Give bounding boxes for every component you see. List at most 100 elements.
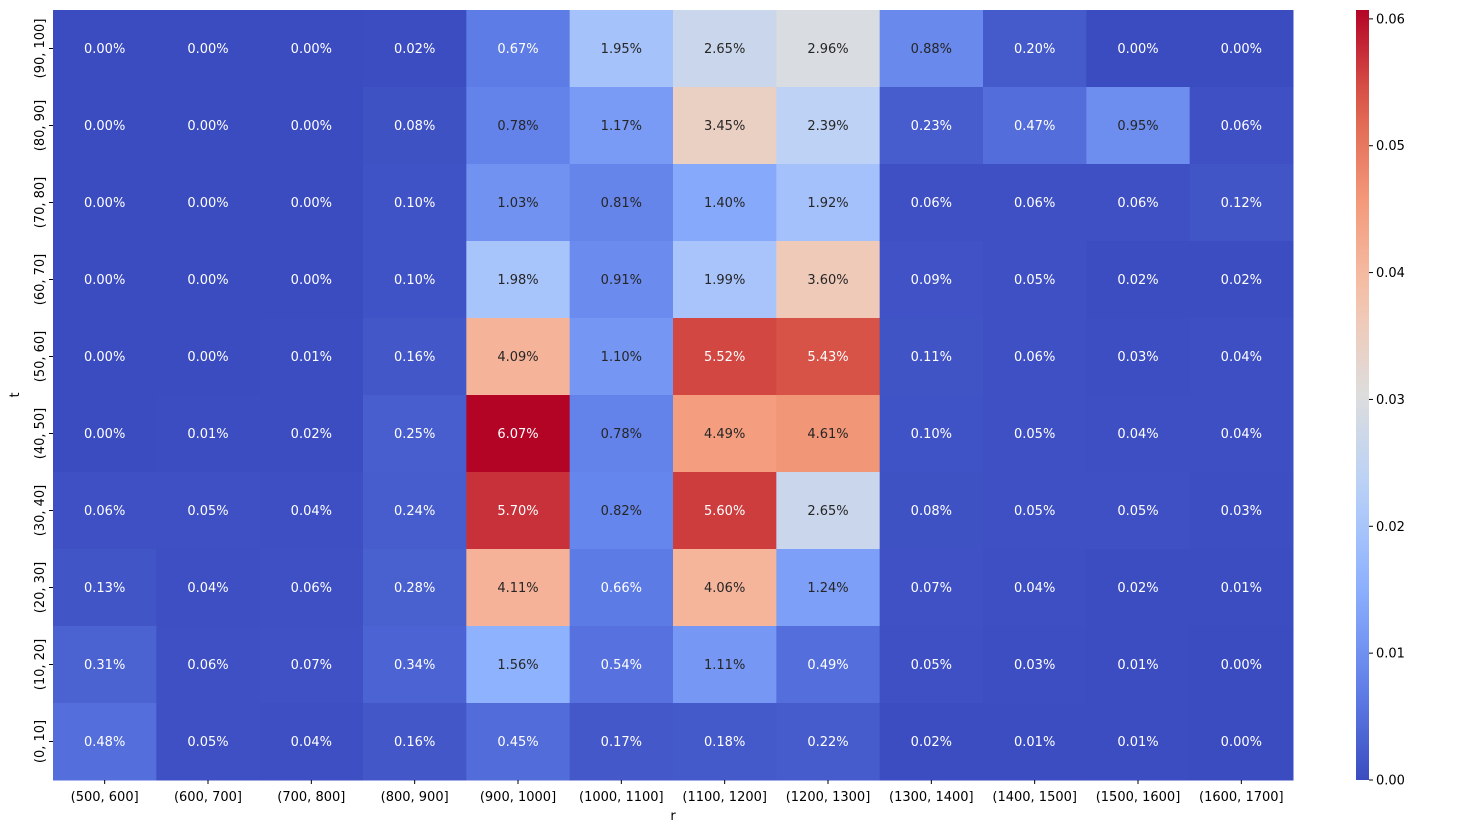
heatmap-cell [363, 703, 467, 781]
heatmap-cell [879, 549, 984, 627]
colorbar-tick-label: 0.00 [1376, 774, 1405, 789]
cell-value-label: 0.22% [807, 735, 848, 750]
x-tick-label: (1200, 1300] [786, 790, 871, 805]
cell-value-label: 0.11% [911, 350, 952, 365]
heatmap-cell [1189, 549, 1294, 627]
cell-value-label: 0.49% [807, 658, 848, 673]
heatmap-cell [259, 241, 364, 319]
cell-value-label: 0.05% [1117, 504, 1158, 519]
heatmap-cell [363, 164, 467, 242]
heatmap-cell [1086, 703, 1191, 781]
heatmap-cell [1189, 164, 1294, 242]
cell-value-label: 0.06% [1014, 350, 1055, 365]
heatmap-cell [569, 395, 674, 473]
cell-value-label: 0.00% [1221, 658, 1262, 673]
heatmap-cell [466, 164, 571, 242]
cell-value-label: 0.02% [911, 735, 952, 750]
cell-value-label: 4.09% [497, 350, 538, 365]
heatmap-cell [156, 87, 261, 165]
heatmap-cell [259, 395, 364, 473]
heatmap-cell [983, 87, 1087, 165]
heatmap-cell [569, 549, 674, 627]
cell-value-label: 0.03% [1117, 350, 1158, 365]
cell-value-label: 0.00% [291, 119, 332, 134]
heatmap-cell [1086, 10, 1191, 88]
heatmap-cell [1189, 10, 1294, 88]
heatmap-cell [776, 318, 881, 396]
cell-value-label: 1.98% [497, 273, 538, 288]
cell-value-label: 1.24% [807, 581, 848, 596]
x-tick-label: (1000, 1100] [579, 790, 664, 805]
heatmap-cell [569, 164, 674, 242]
heatmap-cell [1086, 472, 1191, 550]
heatmap-cell [53, 472, 157, 550]
heatmap-cell [53, 318, 157, 396]
cell-value-label: 0.02% [291, 427, 332, 442]
y-tick-label: (80, 90] [33, 100, 48, 152]
cell-value-label: 0.31% [84, 658, 125, 673]
cell-value-label: 2.65% [807, 504, 848, 519]
heatmap-cell [879, 241, 984, 319]
cell-value-label: 4.06% [704, 581, 745, 596]
cell-value-label: 3.45% [704, 119, 745, 134]
heatmap-cell [776, 626, 881, 704]
heatmap-cell [53, 626, 157, 704]
heatmap-cell [879, 626, 984, 704]
heatmap-cell [673, 241, 777, 319]
heatmap-cell [983, 241, 1087, 319]
cell-value-label: 0.47% [1014, 119, 1055, 134]
x-tick-label: (900, 1000] [480, 790, 556, 805]
heatmap-cell [156, 549, 261, 627]
cell-value-label: 0.81% [601, 196, 642, 211]
cell-value-label: 0.01% [1117, 658, 1158, 673]
heatmap-cell [53, 10, 157, 88]
cell-value-label: 0.00% [291, 42, 332, 57]
cell-value-label: 0.00% [291, 196, 332, 211]
cell-value-label: 5.52% [704, 350, 745, 365]
heatmap-cell [776, 10, 881, 88]
heatmap-cell [983, 626, 1087, 704]
x-tick-label: (500, 600] [71, 790, 139, 805]
heatmap-cell [879, 318, 984, 396]
cell-value-label: 3.60% [807, 273, 848, 288]
cell-value-label: 0.02% [394, 42, 435, 57]
heatmap-cell [1086, 318, 1191, 396]
cell-value-label: 0.02% [1117, 581, 1158, 596]
cell-value-label: 0.18% [704, 735, 745, 750]
cell-value-label: 0.07% [911, 581, 952, 596]
cell-value-label: 0.03% [1014, 658, 1055, 673]
heatmap-cell [53, 703, 157, 781]
cell-value-label: 0.28% [394, 581, 435, 596]
cell-value-label: 0.00% [1221, 42, 1262, 57]
heatmap-cell [1189, 395, 1294, 473]
cell-value-label: 0.91% [601, 273, 642, 288]
cell-value-label: 0.10% [394, 273, 435, 288]
heatmap-cell [673, 703, 777, 781]
cell-value-label: 0.01% [1014, 735, 1055, 750]
cell-value-label: 0.82% [601, 504, 642, 519]
heatmap-cell [363, 395, 467, 473]
heatmap-cell [156, 10, 261, 88]
cell-value-label: 0.17% [601, 735, 642, 750]
cell-value-label: 0.00% [84, 42, 125, 57]
colorbar-tick-label: 0.02 [1376, 520, 1405, 535]
cell-value-label: 0.08% [911, 504, 952, 519]
y-tick-label: (60, 70] [33, 254, 48, 306]
heatmap-cell [156, 318, 261, 396]
heatmap-cell [776, 395, 881, 473]
cell-value-label: 0.00% [84, 350, 125, 365]
cell-value-label: 0.00% [187, 119, 228, 134]
heatmap-cell [879, 164, 984, 242]
cell-value-label: 5.43% [807, 350, 848, 365]
heatmap-cell [259, 164, 364, 242]
heatmap-cell [776, 703, 881, 781]
heatmap-cell [156, 703, 261, 781]
heatmap-cell [259, 10, 364, 88]
cell-value-label: 0.06% [1014, 196, 1055, 211]
cell-value-label: 0.00% [187, 350, 228, 365]
heatmap-cell [1086, 549, 1191, 627]
y-axis-label: t [8, 392, 23, 397]
cell-value-label: 0.06% [1117, 196, 1158, 211]
cell-value-label: 0.04% [187, 581, 228, 596]
heatmap-cell [673, 164, 777, 242]
